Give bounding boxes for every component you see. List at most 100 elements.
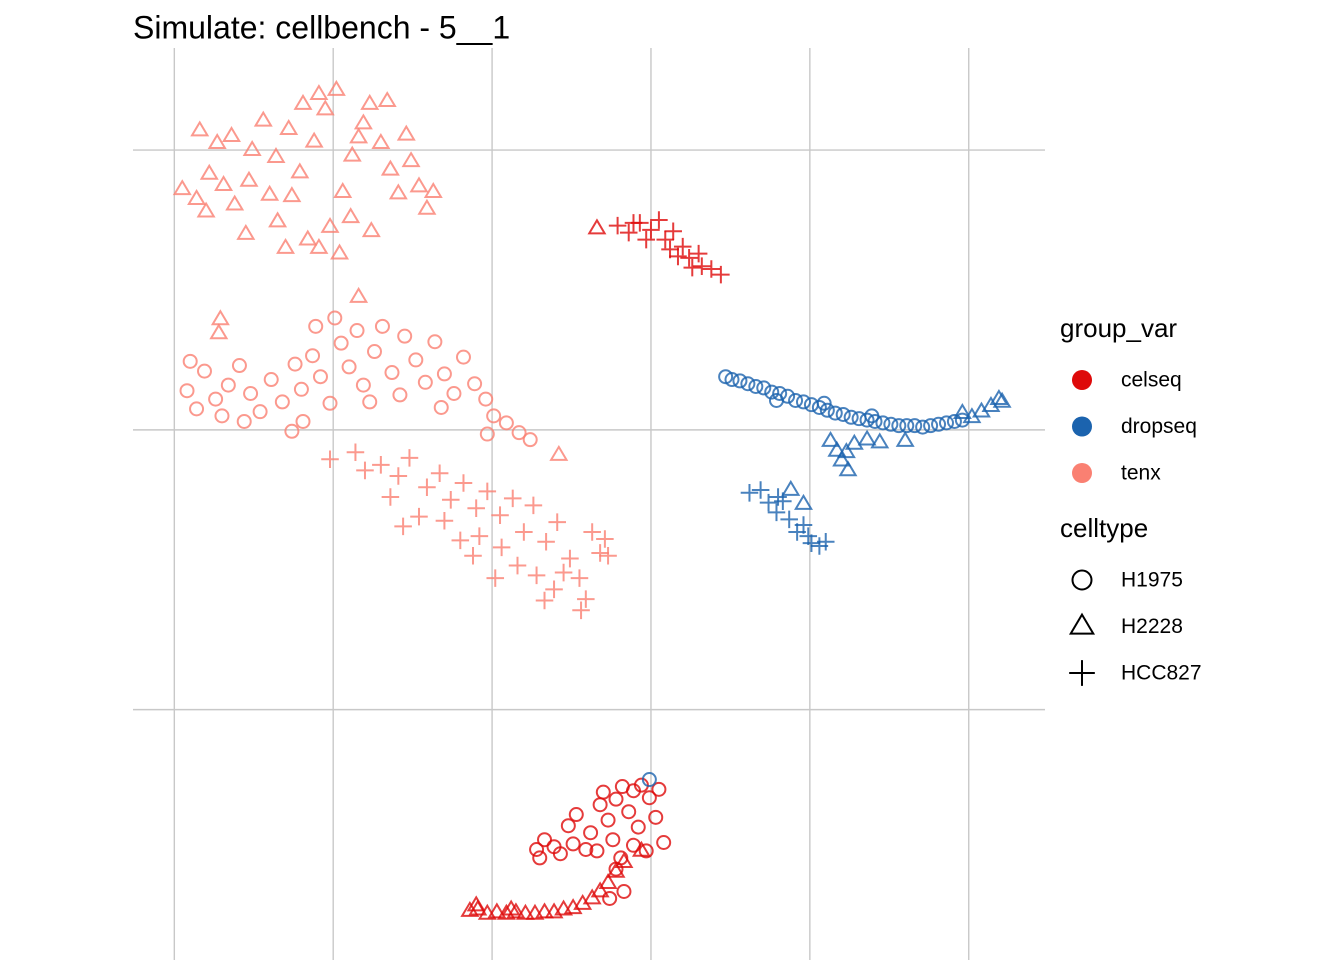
- chart-title: Simulate: cellbench - 5__1: [133, 9, 510, 45]
- point: [260, 184, 280, 201]
- point: [680, 249, 698, 267]
- point: [816, 532, 835, 551]
- point: [355, 377, 371, 393]
- point: [859, 412, 875, 428]
- point: [732, 373, 748, 389]
- point: [231, 358, 247, 374]
- point: [408, 352, 424, 368]
- point: [327, 310, 343, 326]
- point: [740, 484, 759, 502]
- point: [333, 335, 349, 351]
- point: [207, 133, 227, 149]
- legend-title: celltype: [1060, 513, 1148, 543]
- point: [182, 353, 198, 369]
- point: [252, 404, 268, 420]
- point: [992, 391, 1012, 408]
- point: [441, 491, 460, 509]
- point: [844, 433, 864, 450]
- point: [498, 415, 514, 431]
- point: [312, 369, 328, 385]
- point: [938, 415, 954, 431]
- point: [487, 902, 507, 919]
- point: [467, 376, 483, 392]
- point: [356, 461, 374, 480]
- point: [295, 413, 311, 429]
- legend-swatch: [1072, 416, 1092, 437]
- point: [769, 488, 787, 506]
- point: [608, 216, 627, 235]
- point: [326, 79, 346, 96]
- point: [214, 174, 234, 191]
- legend-title: group_var: [1060, 313, 1177, 343]
- point: [578, 841, 594, 857]
- point: [322, 395, 338, 411]
- point: [549, 444, 569, 461]
- point: [554, 563, 573, 582]
- point: [895, 430, 915, 447]
- point: [532, 850, 548, 866]
- legend-label: H2228: [1121, 615, 1183, 638]
- point: [515, 903, 535, 920]
- point: [279, 119, 299, 136]
- point: [400, 449, 419, 467]
- point: [803, 397, 819, 413]
- point: [915, 419, 931, 435]
- point: [377, 91, 397, 108]
- point: [388, 183, 408, 200]
- point: [466, 895, 486, 912]
- point: [535, 591, 554, 610]
- point: [572, 601, 590, 620]
- point: [417, 374, 433, 390]
- point: [795, 394, 811, 410]
- point: [608, 791, 624, 807]
- point: [214, 408, 230, 424]
- point: [196, 363, 212, 379]
- point: [661, 240, 679, 259]
- point: [242, 140, 262, 156]
- point: [724, 372, 740, 388]
- point: [621, 804, 637, 820]
- point: [455, 349, 471, 365]
- point: [290, 162, 310, 179]
- point: [836, 442, 856, 459]
- point: [293, 381, 309, 397]
- point: [740, 376, 756, 392]
- point: [537, 532, 555, 551]
- point: [596, 530, 614, 548]
- point: [673, 237, 692, 256]
- point: [371, 133, 391, 149]
- point: [435, 512, 454, 530]
- point: [899, 418, 915, 434]
- point: [605, 832, 621, 848]
- point: [819, 402, 835, 418]
- point: [222, 126, 241, 142]
- point: [832, 450, 852, 467]
- point: [875, 415, 891, 431]
- point: [372, 456, 390, 474]
- point: [349, 127, 369, 144]
- point: [209, 323, 229, 340]
- point: [492, 538, 511, 557]
- point: [946, 413, 962, 429]
- point: [764, 384, 780, 400]
- point: [501, 899, 521, 916]
- point: [931, 416, 947, 432]
- point: [380, 159, 400, 176]
- legend-label: HCC827: [1121, 662, 1202, 685]
- legend-swatch: [1072, 370, 1092, 390]
- point: [799, 527, 818, 545]
- point: [210, 309, 230, 326]
- point: [190, 120, 210, 137]
- point: [595, 784, 611, 800]
- point: [321, 450, 339, 469]
- point: [683, 258, 702, 277]
- point: [341, 207, 361, 224]
- point: [341, 359, 357, 375]
- point: [384, 365, 400, 381]
- point: [361, 221, 381, 238]
- point: [816, 395, 832, 411]
- point: [433, 399, 449, 415]
- point: [486, 408, 502, 424]
- point: [478, 391, 494, 407]
